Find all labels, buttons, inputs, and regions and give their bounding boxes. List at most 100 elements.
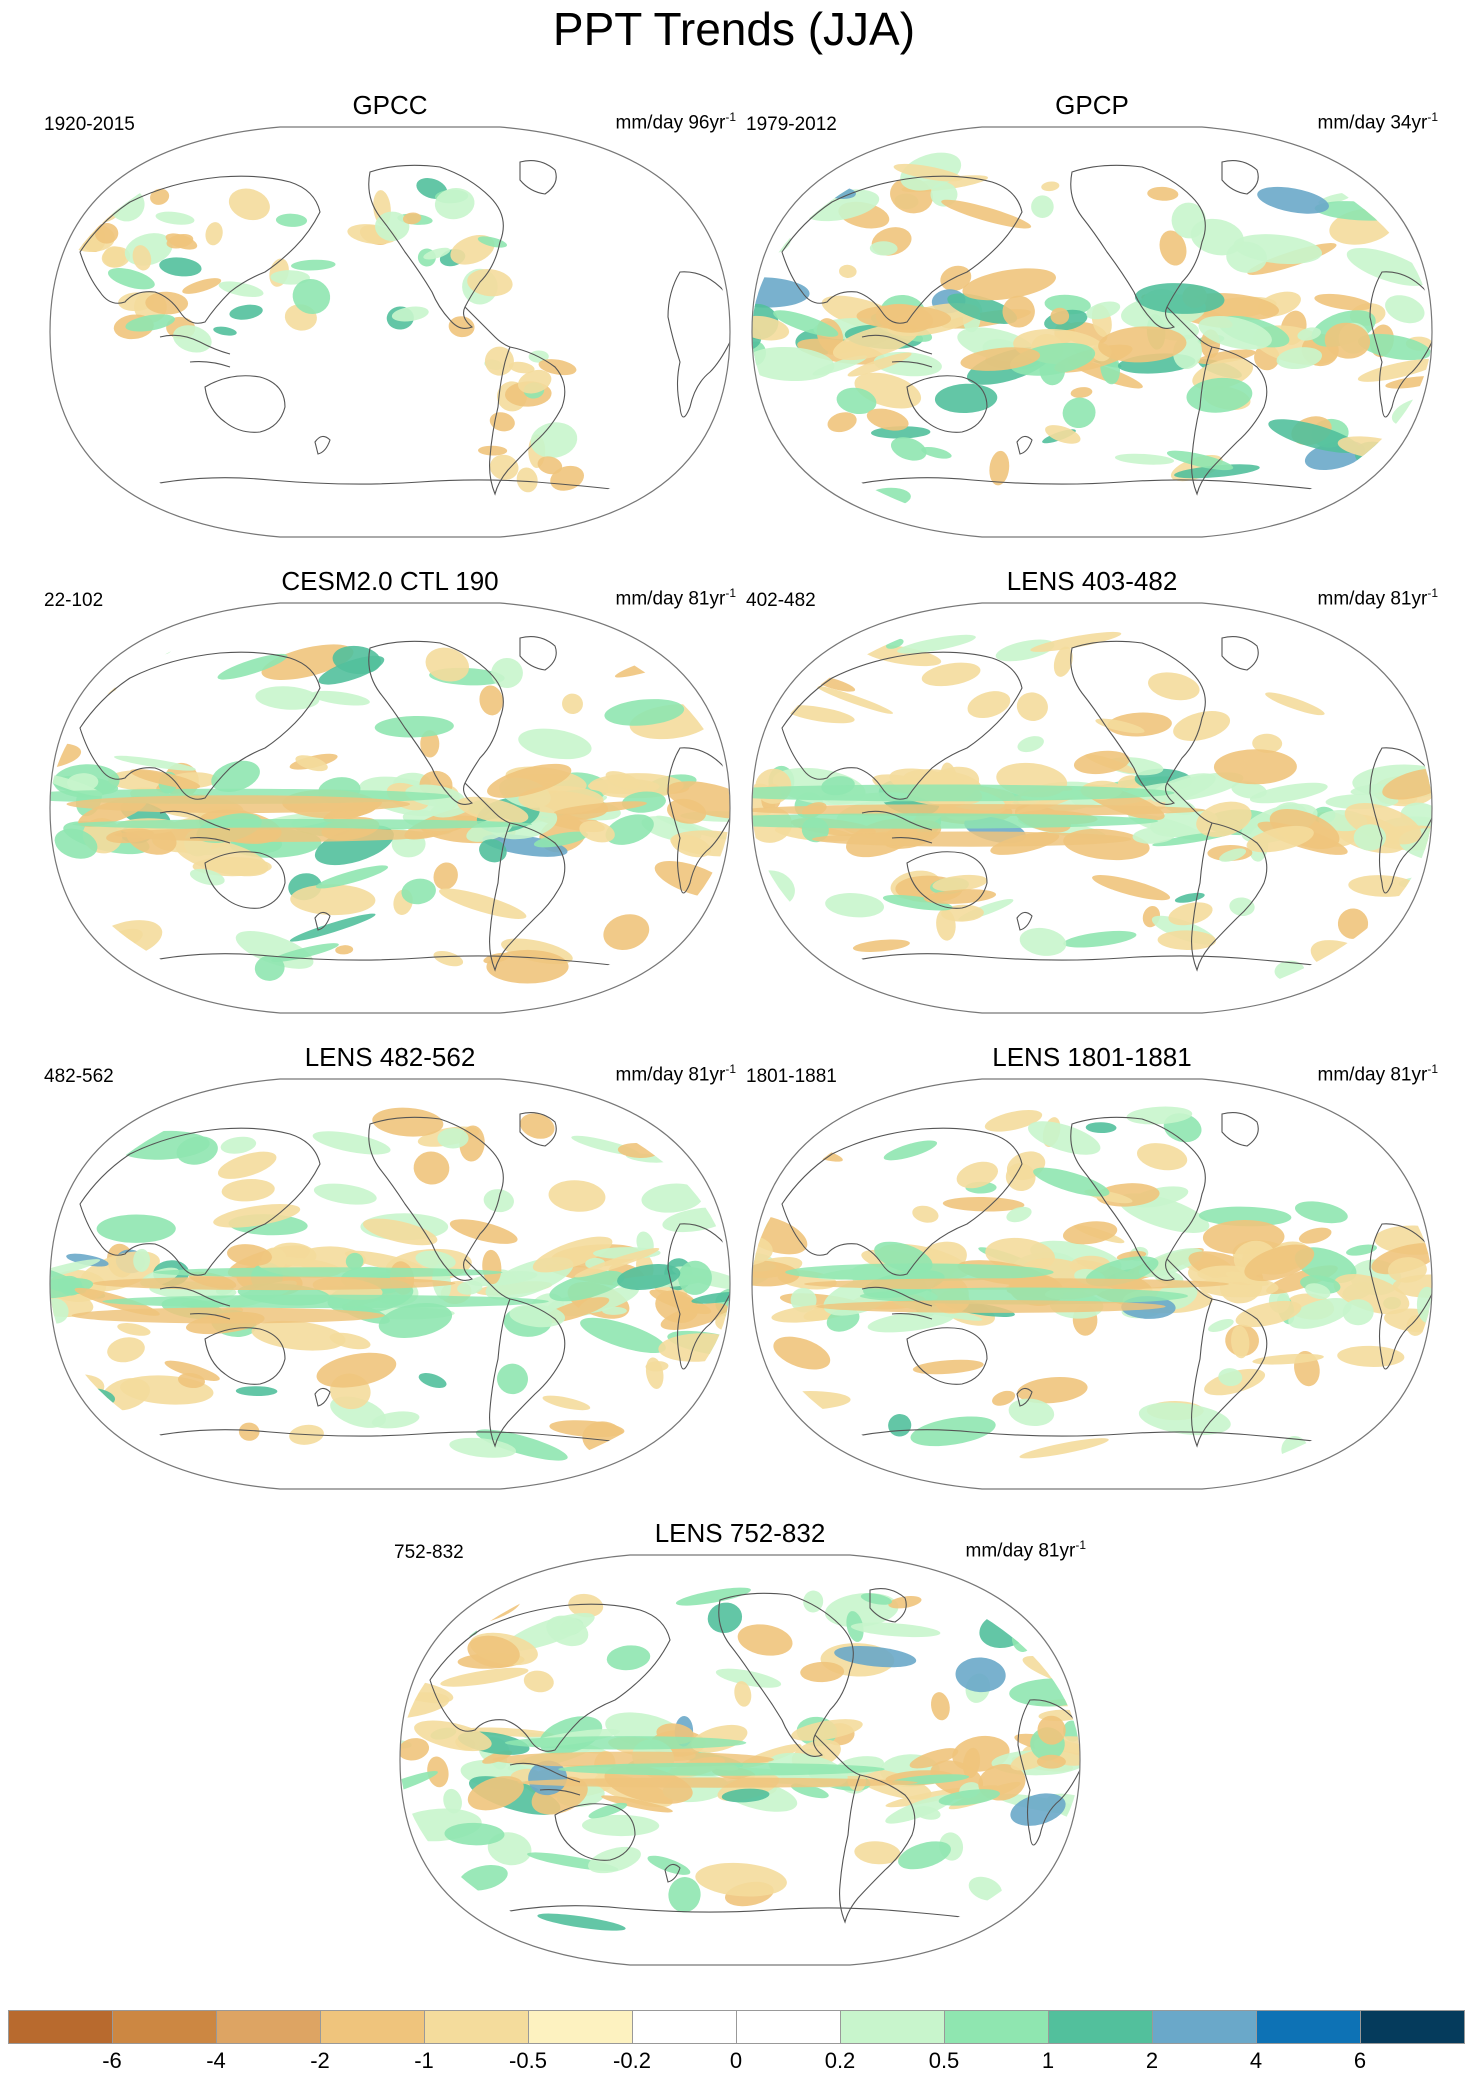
trend-blob [1031,195,1054,218]
colorbar-tick-label: 1 [1041,2048,1055,2073]
coastline [519,160,557,195]
trend-blob [218,281,264,297]
trend-blob [800,1661,845,1683]
trend-blob [941,904,984,922]
trend-blob [604,699,685,726]
trend-blob [1229,897,1255,916]
trend-blob [1324,322,1371,359]
coastline [429,1603,671,1752]
trend-blob [1008,1904,1061,1920]
trend-blob [1027,1121,1101,1155]
trend-blob [1342,1299,1374,1326]
trend-blob [1231,1325,1250,1359]
trend-blob [213,326,237,336]
trend-blob [238,1422,260,1441]
trend-field [400,1587,1080,1931]
map-outline [399,1554,1081,1966]
panel-units-text: mm/day 81yr [1317,1064,1428,1086]
coastline [204,375,286,433]
trend-blob [271,1242,317,1266]
trend-blob [773,310,839,337]
trend-blob [1126,1106,1193,1125]
trend-band [558,1762,885,1776]
trend-blob [530,422,578,458]
trend-blob [497,1363,528,1395]
trend-blob [425,647,470,682]
trend-blob [518,728,592,760]
trend-blob [603,914,650,950]
panel-units-exponent: -1 [725,110,736,124]
trend-blob [1114,453,1175,465]
trend-blob [588,1846,641,1874]
trend-blob [1305,1283,1331,1300]
trend-blob [1416,1286,1432,1323]
trend-blob [518,369,552,394]
colorbar-tick-label: -1 [414,2048,434,2073]
trend-blob [413,1151,450,1185]
coastline [906,375,988,433]
trend-blob [459,1864,508,1891]
trend-blob [822,1426,852,1439]
trend-blob [1337,908,1369,939]
trend-blob [217,1151,277,1179]
trend-blob [832,323,919,361]
trend-blob [1070,387,1093,398]
trend-blob [912,1359,984,1375]
trend-band [114,827,438,842]
coastline [821,477,1373,498]
trend-blob [752,170,769,192]
trend-blob [672,1115,722,1141]
colorbar-tick-label: 0 [729,2048,743,2073]
panel-units-text: mm/day 81yr [615,1064,726,1086]
trend-blob [839,264,857,279]
trend-blob [605,814,654,845]
map-panel-gpcc: GPCC 1920-2015 mm/day 96yr-1 [40,90,740,538]
trend-blob [1294,1201,1348,1224]
trend-blob [627,1431,668,1444]
trend-blob [1373,196,1398,216]
trend-blob [580,1317,666,1354]
panel-units: mm/day 34yr-1 [1318,110,1438,134]
trend-blob [133,1248,151,1272]
panel-units-text: mm/day 81yr [615,588,726,610]
trend-blob [752,1423,803,1464]
trend-blob [229,304,263,320]
trend-blob [523,1670,554,1693]
trend-blob [850,1622,941,1638]
trend-blob [443,1788,462,1814]
trend-band [785,1263,1054,1281]
trend-blob [486,949,569,984]
trend-band [752,784,1175,802]
coastline [464,1258,511,1300]
coastline [489,1298,566,1448]
trend-blob [1353,824,1387,851]
coastline [1016,435,1033,455]
trend-blob [1132,827,1177,844]
colorbar-swatch [216,2010,321,2044]
trend-blob [934,383,998,414]
coastline [119,477,671,498]
trend-blob [707,1602,743,1634]
trend-blob [484,346,514,376]
trend-blob [479,685,503,716]
trend-blob [464,1727,554,1737]
coastline [1070,640,1206,805]
trend-blob [1092,875,1171,901]
trend-blob [189,868,225,886]
trend-blob [1418,225,1432,254]
trend-blob [548,1180,606,1212]
coastlines [781,160,1432,498]
trend-blob [275,213,308,227]
trend-field [752,149,1432,508]
trend-blob [1148,672,1200,701]
trend-blob [668,1877,701,1913]
trend-blob [554,801,647,815]
trend-blob [734,1681,752,1707]
trend-blob [912,1205,939,1223]
trend-blob [50,661,113,676]
trend-blob [107,1337,145,1363]
trend-blob [1358,1116,1402,1141]
trend-blob [1196,349,1256,365]
trend-blob [516,467,538,493]
coastline [509,1762,581,1796]
